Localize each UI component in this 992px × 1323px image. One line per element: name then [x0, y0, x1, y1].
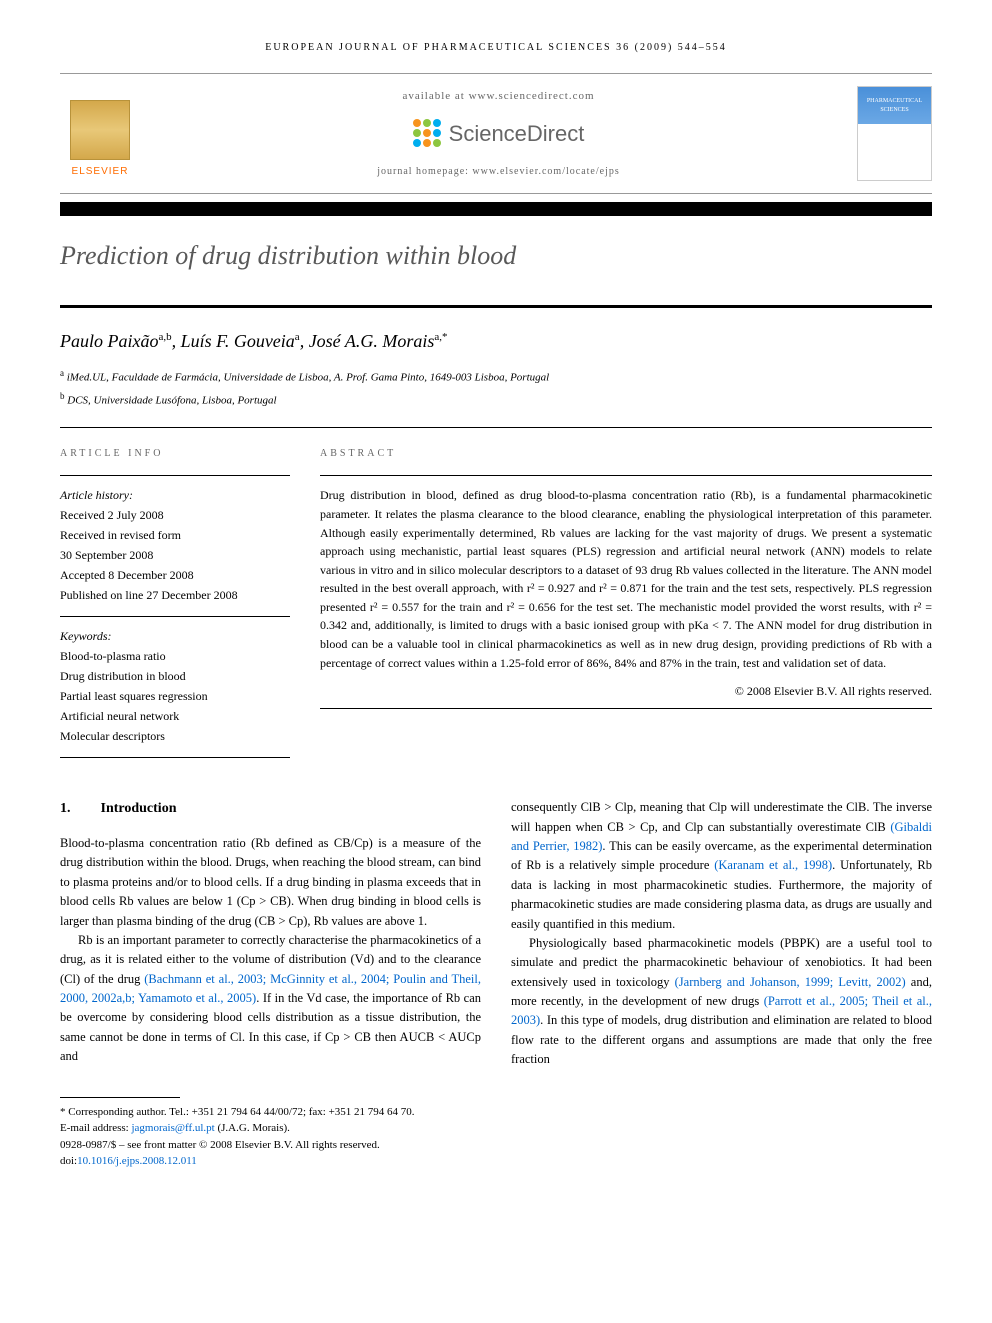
article-history-label: Article history:	[60, 486, 290, 504]
abstract-divider	[320, 475, 932, 476]
section-number: 1.	[60, 798, 71, 820]
top-banner: ELSEVIER available at www.sciencedirect.…	[60, 73, 932, 194]
article-info-label: ARTICLE INFO	[60, 446, 290, 461]
journal-homepage-text: journal homepage: www.elsevier.com/locat…	[160, 164, 837, 179]
journal-cover-thumbnail: PHARMACEUTICAL SCIENCES	[857, 86, 932, 181]
doi-link[interactable]: 10.1016/j.ejps.2008.12.011	[77, 1155, 197, 1167]
divider-bar-thick	[60, 202, 932, 216]
body-paragraph: Rb is an important parameter to correctl…	[60, 931, 481, 1067]
info-divider	[60, 757, 290, 758]
sd-dot-icon	[423, 119, 431, 127]
info-divider	[60, 616, 290, 617]
history-item: Accepted 8 December 2008	[60, 566, 290, 584]
history-item: Published on line 27 December 2008	[60, 586, 290, 604]
abstract-copyright: © 2008 Elsevier B.V. All rights reserved…	[320, 682, 932, 700]
keyword-list: Blood-to-plasma ratio Drug distribution i…	[60, 647, 290, 745]
divider-bar-thin	[60, 305, 932, 308]
section-heading: 1. Introduction	[60, 798, 481, 820]
body-column-right: consequently ClB > Clp, meaning that Clp…	[511, 798, 932, 1169]
sd-dot-icon	[413, 119, 421, 127]
abstract-column: ABSTRACT Drug distribution in blood, def…	[320, 446, 932, 768]
citation-link[interactable]: (Karanam et al., 1998)	[714, 858, 832, 872]
article-info-column: ARTICLE INFO Article history: Received 2…	[60, 446, 290, 768]
sd-dot-icon	[433, 119, 441, 127]
sd-dot-icon	[423, 139, 431, 147]
history-item: 30 September 2008	[60, 546, 290, 564]
body-paragraph: Blood-to-plasma concentration ratio (Rb …	[60, 834, 481, 931]
email-line: E-mail address: jagmorais@ff.ul.pt (J.A.…	[60, 1120, 481, 1137]
body-paragraph: consequently ClB > Clp, meaning that Clp…	[511, 798, 932, 934]
info-divider	[60, 475, 290, 476]
sciencedirect-logo: ScienceDirect	[160, 117, 837, 150]
history-item: Received 2 July 2008	[60, 506, 290, 524]
banner-center: available at www.sciencedirect.com Scien…	[140, 88, 857, 179]
keyword-item: Partial least squares regression	[60, 687, 290, 705]
history-item: Received in revised form	[60, 526, 290, 544]
affiliation-list: a iMed.UL, Faculdade de Farmácia, Univer…	[60, 367, 932, 409]
abstract-text: Drug distribution in blood, defined as d…	[320, 486, 932, 672]
email-label: E-mail address:	[60, 1122, 131, 1134]
body-column-left: 1. Introduction Blood-to-plasma concentr…	[60, 798, 481, 1169]
available-at-text: available at www.sciencedirect.com	[160, 88, 837, 105]
sd-dot-icon	[433, 129, 441, 137]
paragraph-text: . In this type of models, drug distribut…	[511, 1013, 932, 1066]
email-link[interactable]: jagmorais@ff.ul.pt	[131, 1122, 214, 1134]
keyword-item: Artificial neural network	[60, 707, 290, 725]
doi-line: doi:10.1016/j.ejps.2008.12.011	[60, 1153, 481, 1170]
email-attribution: (J.A.G. Morais).	[215, 1122, 290, 1134]
citation-link[interactable]: (Jarnberg and Johanson, 1999; Levitt, 20…	[675, 975, 906, 989]
doi-label: doi:	[60, 1155, 77, 1167]
sd-dot-icon	[423, 129, 431, 137]
keyword-item: Drug distribution in blood	[60, 667, 290, 685]
section-title: Introduction	[101, 798, 177, 820]
body-columns: 1. Introduction Blood-to-plasma concentr…	[60, 798, 932, 1169]
keywords-label: Keywords:	[60, 627, 290, 645]
sciencedirect-dots-icon	[413, 119, 441, 147]
affiliation-item: b DCS, Universidade Lusófona, Lisboa, Po…	[60, 390, 932, 409]
keyword-item: Blood-to-plasma ratio	[60, 647, 290, 665]
elsevier-tree-icon	[70, 100, 130, 160]
paragraph-text: consequently ClB > Clp, meaning that Clp…	[511, 800, 932, 833]
horizontal-rule	[60, 427, 932, 428]
sd-dot-icon	[413, 139, 421, 147]
abstract-label: ABSTRACT	[320, 446, 932, 461]
body-paragraph: Physiologically based pharmacokinetic mo…	[511, 934, 932, 1070]
article-history-list: Received 2 July 2008 Received in revised …	[60, 506, 290, 604]
abstract-divider	[320, 708, 932, 709]
article-title: Prediction of drug distribution within b…	[60, 236, 932, 275]
cover-title: PHARMACEUTICAL SCIENCES	[860, 89, 929, 115]
issn-copyright: 0928-0987/$ – see front matter © 2008 El…	[60, 1137, 481, 1154]
keyword-item: Molecular descriptors	[60, 727, 290, 745]
author-list: Paulo Paixãoa,b, Luís F. Gouveiaa, José …	[60, 328, 932, 355]
sd-dot-icon	[413, 129, 421, 137]
sciencedirect-wordmark: ScienceDirect	[449, 117, 585, 150]
elsevier-wordmark: ELSEVIER	[72, 164, 129, 179]
info-abstract-row: ARTICLE INFO Article history: Received 2…	[60, 446, 932, 768]
journal-running-header: EUROPEAN JOURNAL OF PHARMACEUTICAL SCIEN…	[60, 40, 932, 55]
sd-dot-icon	[433, 139, 441, 147]
affiliation-item: a iMed.UL, Faculdade de Farmácia, Univer…	[60, 367, 932, 386]
footnote-separator	[60, 1097, 180, 1098]
corresponding-author-note: * Corresponding author. Tel.: +351 21 79…	[60, 1104, 481, 1121]
elsevier-logo: ELSEVIER	[60, 89, 140, 179]
